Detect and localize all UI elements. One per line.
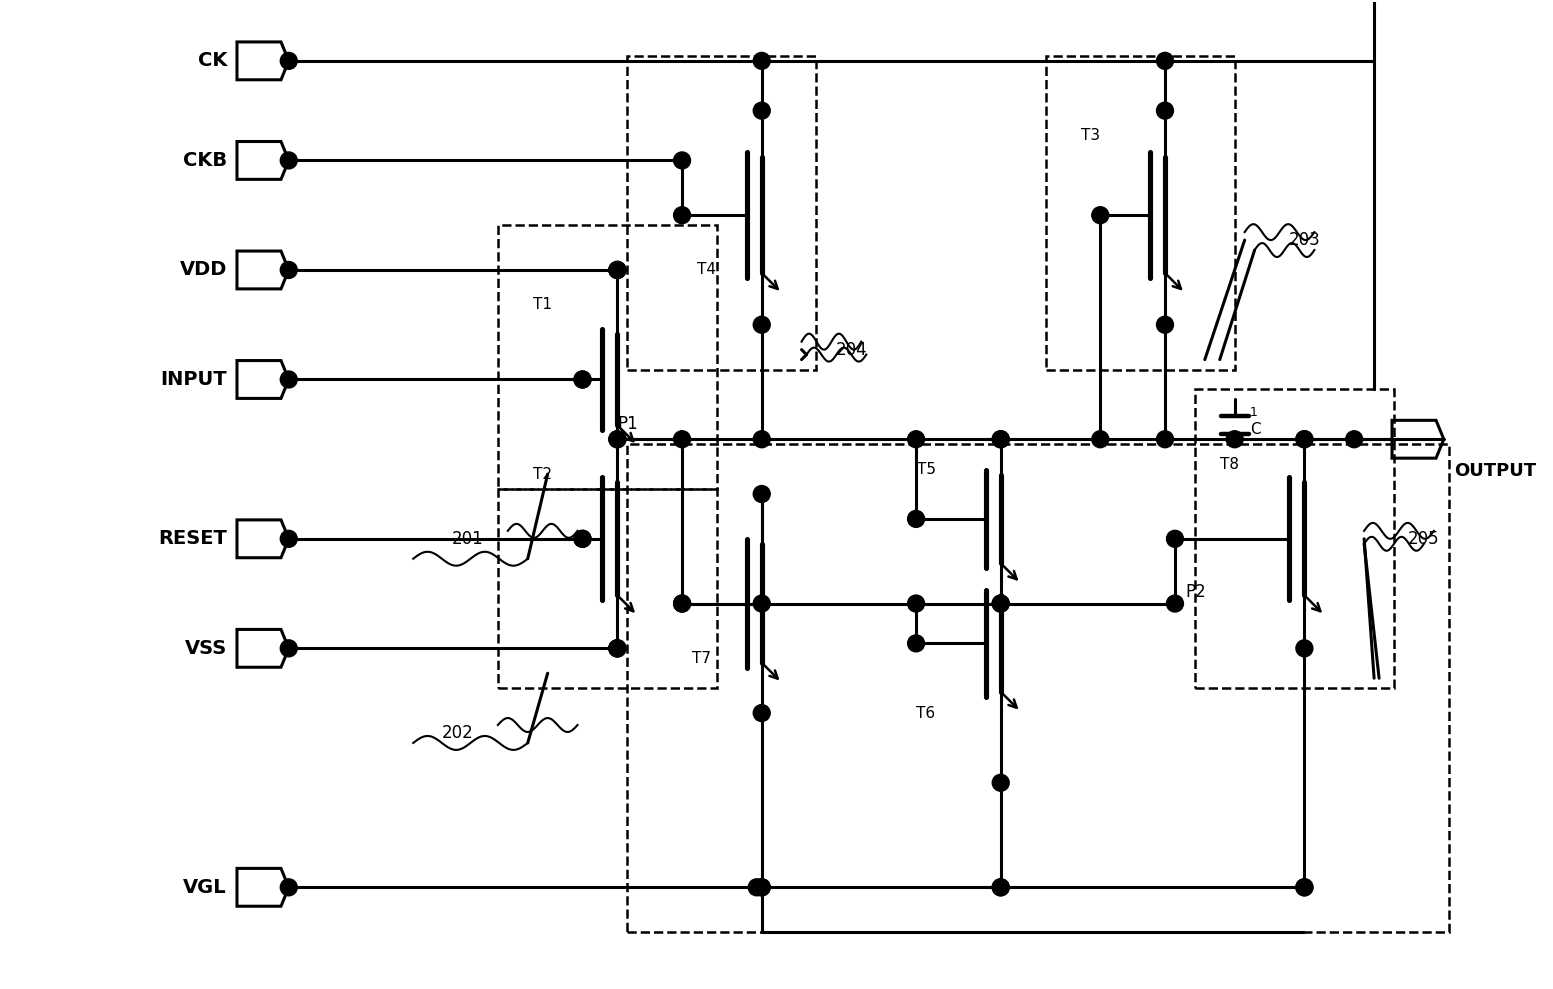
Circle shape xyxy=(674,595,691,612)
Circle shape xyxy=(1295,431,1312,448)
Circle shape xyxy=(280,152,297,169)
Circle shape xyxy=(1157,431,1174,448)
Circle shape xyxy=(674,595,691,612)
Bar xyxy=(499,225,717,489)
Circle shape xyxy=(1295,640,1312,657)
Circle shape xyxy=(280,52,297,69)
Circle shape xyxy=(753,879,770,896)
Circle shape xyxy=(1227,431,1242,448)
Circle shape xyxy=(907,510,924,527)
Circle shape xyxy=(753,704,770,722)
Circle shape xyxy=(1295,879,1312,896)
Circle shape xyxy=(575,371,592,388)
Text: VDD: VDD xyxy=(180,260,227,280)
Text: T6: T6 xyxy=(916,705,935,721)
Circle shape xyxy=(753,486,770,502)
Circle shape xyxy=(753,879,770,896)
Text: CKB: CKB xyxy=(183,151,227,170)
Circle shape xyxy=(753,102,770,119)
Circle shape xyxy=(609,640,626,657)
Text: 203: 203 xyxy=(1289,231,1320,249)
Text: OUTPUT: OUTPUT xyxy=(1454,462,1536,480)
Text: VSS: VSS xyxy=(185,639,227,658)
Text: 204: 204 xyxy=(836,340,867,359)
Text: P1: P1 xyxy=(617,415,638,433)
Circle shape xyxy=(992,595,1009,612)
Circle shape xyxy=(992,431,1009,448)
Circle shape xyxy=(609,261,626,279)
Circle shape xyxy=(575,371,592,388)
Circle shape xyxy=(575,530,592,547)
Text: CK: CK xyxy=(197,51,227,70)
Text: T8: T8 xyxy=(1221,457,1239,472)
Circle shape xyxy=(753,431,770,448)
Bar xyxy=(499,489,717,688)
Circle shape xyxy=(907,635,924,652)
Text: T7: T7 xyxy=(693,651,711,666)
Circle shape xyxy=(1157,316,1174,333)
Circle shape xyxy=(992,774,1009,791)
Circle shape xyxy=(1092,431,1109,448)
Circle shape xyxy=(753,595,770,612)
Circle shape xyxy=(907,595,924,612)
Circle shape xyxy=(575,530,592,547)
Text: 205: 205 xyxy=(1409,530,1440,548)
Bar xyxy=(1194,390,1395,688)
Text: RESET: RESET xyxy=(158,529,227,548)
Bar xyxy=(627,444,1449,932)
Circle shape xyxy=(1166,595,1183,612)
Circle shape xyxy=(280,530,297,547)
Circle shape xyxy=(1157,102,1174,119)
Text: T3: T3 xyxy=(1081,128,1100,143)
Bar xyxy=(1045,56,1235,370)
Text: VGL: VGL xyxy=(183,878,227,897)
Text: 201: 201 xyxy=(452,530,485,548)
Text: C: C xyxy=(1250,421,1261,437)
Bar xyxy=(627,56,817,370)
Text: T5: T5 xyxy=(916,462,935,477)
Circle shape xyxy=(609,640,626,657)
Circle shape xyxy=(674,431,691,448)
Text: T4: T4 xyxy=(697,262,716,278)
Circle shape xyxy=(280,261,297,279)
Circle shape xyxy=(749,879,766,896)
Text: 202: 202 xyxy=(443,724,474,742)
Circle shape xyxy=(609,261,626,279)
Circle shape xyxy=(674,152,691,169)
Text: 1: 1 xyxy=(1250,405,1258,419)
Text: T1: T1 xyxy=(533,298,553,313)
Circle shape xyxy=(1346,431,1362,448)
Text: P2: P2 xyxy=(1185,583,1205,600)
Text: T2: T2 xyxy=(533,467,553,482)
Circle shape xyxy=(280,879,297,896)
Circle shape xyxy=(280,640,297,657)
Text: INPUT: INPUT xyxy=(160,370,227,389)
Circle shape xyxy=(1295,431,1312,448)
Circle shape xyxy=(1157,52,1174,69)
Circle shape xyxy=(992,879,1009,896)
Circle shape xyxy=(992,595,1009,612)
Circle shape xyxy=(1092,207,1109,224)
Circle shape xyxy=(609,261,626,279)
Circle shape xyxy=(280,371,297,388)
Circle shape xyxy=(1166,530,1183,547)
Circle shape xyxy=(609,431,626,448)
Circle shape xyxy=(674,207,691,224)
Circle shape xyxy=(1295,879,1312,896)
Circle shape xyxy=(753,316,770,333)
Circle shape xyxy=(753,52,770,69)
Circle shape xyxy=(609,640,626,657)
Circle shape xyxy=(992,431,1009,448)
Circle shape xyxy=(609,431,626,448)
Circle shape xyxy=(907,431,924,448)
Circle shape xyxy=(992,879,1009,896)
